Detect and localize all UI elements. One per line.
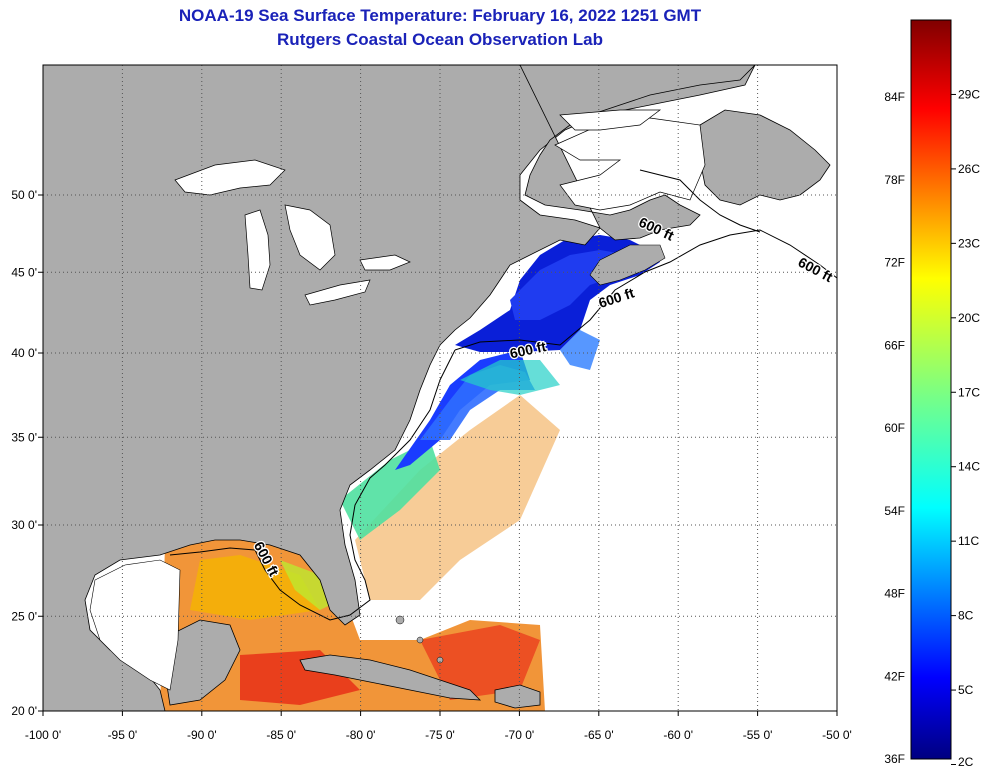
colorbar-f-label: 60F [884,421,905,435]
lat-tick-label: 50 0' [11,188,37,202]
lat-tick-label: 35 0' [11,430,37,444]
newfoundland-land [699,109,831,206]
lon-tick-label: -65 0' [584,728,614,742]
hudson-bay-edge [559,109,662,131]
lat-lon-grid [43,65,837,711]
longitude-axis: -100 0' -95 0' -90 0' -85 0' -80 0' -75 0' -70… [25,711,852,742]
lon-tick-label: -80 0' [346,728,376,742]
lake-huron [284,204,336,271]
colorbar-c-label: 5C [958,683,974,697]
lat-tick-label: 30 0' [11,518,37,532]
colorbar-f-label: 42F [884,669,905,683]
colorbar-c-label: 23C [958,236,980,250]
colorbar-f-label: 78F [884,173,905,187]
lon-tick-label: -90 0' [187,728,217,742]
colorbar-c-label: 29C [958,87,980,101]
colorbar-f-label: 66F [884,338,905,352]
lon-tick-label: -75 0' [425,728,455,742]
map-title: NOAA-19 Sea Surface Temperature: Februar… [178,6,702,25]
gulf-st-lawrence [554,117,706,211]
colorbar-f-label: 84F [884,90,905,104]
lat-tick-label: 20 0' [11,704,37,718]
lon-tick-label: -100 0' [25,728,61,742]
lat-tick-label: 40 0' [11,346,37,360]
latitude-axis: 20 0' 25 0' 30 0' 35 0' 40 0' 45 0' 50 0' [11,188,43,718]
colorbar-f-label: 72F [884,256,905,270]
lon-tick-label: -85 0' [266,728,296,742]
lake-erie [304,279,371,306]
lon-tick-label: -50 0' [822,728,852,742]
sst-swath [160,235,660,711]
isobath-600ft [169,169,837,621]
lon-tick-label: -95 0' [108,728,138,742]
lon-tick-label: -60 0' [663,728,693,742]
lake-michigan [244,209,271,291]
colorbar-c-labels: 2C 5C 8C 11C 14C 17C 20C 23C 26C 29C [951,87,980,769]
colorbar-f-labels: 36F 42F 48F 54F 60F 66F 72F 78F 84F [884,90,905,766]
gulf-of-mexico-nodata [89,559,181,691]
lon-tick-label: -55 0' [743,728,773,742]
cuba-land [299,654,482,701]
lon-tick-label: -70 0' [505,728,535,742]
colorbar-c-label: 14C [958,460,980,474]
lake-superior [174,159,286,196]
colorbar-c-label: 2C [958,755,974,769]
lat-tick-label: 25 0' [11,609,37,623]
colorbar-c-label: 20C [958,311,980,325]
colorbar-f-label: 54F [884,504,905,518]
colorbar-f-label: 36F [884,752,905,766]
lakes [174,109,706,306]
lat-tick-label: 45 0' [11,265,37,279]
colorbar-c-label: 11C [958,534,979,548]
colorbar [910,19,952,760]
colorbar-c-label: 17C [958,385,980,399]
lake-ontario [359,254,411,271]
colorbar-f-label: 48F [884,587,905,601]
colorbar-c-label: 8C [958,609,974,623]
north-america-land [43,65,756,711]
map-subtitle: Rutgers Coastal Ocean Observation Lab [277,30,603,49]
colorbar-c-label: 26C [958,162,980,176]
